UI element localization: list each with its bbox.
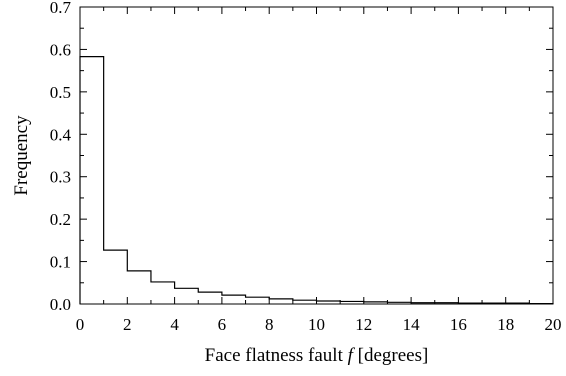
y-tick-labels: 0.0 0.1 0.2 0.3 0.4 0.5 0.6 0.7 (50, 0, 72, 314)
x-axis-label-symbol: f (348, 345, 356, 366)
histogram-bar (198, 292, 222, 304)
plot-frame (79, 6, 554, 305)
y-tick-label: 0.7 (50, 0, 72, 17)
histogram-bar (269, 299, 293, 304)
histogram-bars (80, 57, 553, 304)
x-tick-labels: 0 2 4 6 8 10 12 14 16 18 20 (76, 315, 562, 334)
x-tick-label: 20 (545, 315, 562, 334)
histogram-bar (246, 297, 270, 304)
y-tick-label: 0.4 (50, 125, 72, 144)
histogram-bar (127, 271, 151, 304)
x-axis-label: Face flatness fault f [degrees] (205, 345, 429, 366)
y-tick-label: 0.2 (50, 210, 71, 229)
histogram-bar (222, 295, 246, 304)
x-tick-label: 0 (76, 315, 85, 334)
x-tick-label: 10 (308, 315, 325, 334)
x-tick-label: 4 (170, 315, 179, 334)
y-tick-label: 0.3 (50, 168, 71, 187)
histogram-bar (175, 288, 199, 304)
x-tick-label: 18 (497, 315, 514, 334)
x-tick-label: 8 (265, 315, 274, 334)
y-tick-label: 0.1 (50, 253, 71, 272)
x-tick-label: 14 (403, 315, 421, 334)
histogram-bar (151, 282, 175, 304)
y-tick-label: 0.6 (50, 40, 71, 59)
x-tick-label: 16 (450, 315, 467, 334)
histogram-bar (104, 250, 128, 304)
tick-marks (79, 6, 554, 305)
x-tick-label: 6 (218, 315, 227, 334)
x-tick-label: 2 (123, 315, 132, 334)
histogram-bar (80, 57, 104, 304)
y-axis-label: Frequency (11, 115, 32, 196)
y-tick-label: 0.5 (50, 83, 71, 102)
x-tick-label: 12 (355, 315, 372, 334)
y-tick-label: 0.0 (50, 295, 71, 314)
x-axis-label-prefix: Face flatness fault (205, 345, 348, 366)
histogram-outline (79, 56, 554, 305)
x-axis-label-suffix: [degrees] (353, 345, 428, 366)
